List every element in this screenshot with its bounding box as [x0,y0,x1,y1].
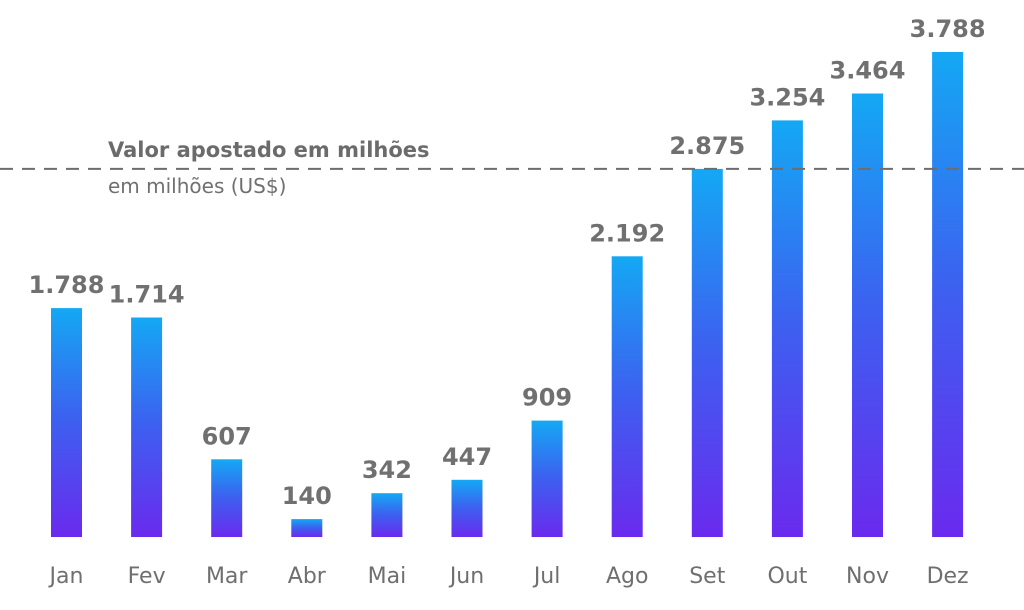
bars-group [51,52,964,538]
x-tick-label-ago: Ago [606,564,648,589]
data-label-ago: 2.192 [589,219,665,247]
x-tick-label-abr: Abr [288,564,327,589]
bar-jan [51,308,82,537]
data-label-dez: 3.788 [910,15,986,43]
x-tick-label-nov: Nov [846,564,889,589]
x-tick-label-out: Out [767,564,807,589]
data-label-out: 3.254 [749,83,825,111]
data-label-mar: 607 [202,422,252,450]
bar-mai [371,493,403,537]
bar-dez [932,52,964,537]
bar-jun [451,479,483,537]
data-label-jun: 447 [442,443,492,471]
reference-line-label: Valor apostado em milhões [108,138,430,162]
bar-abr [291,519,323,537]
x-tick-label-mai: Mai [368,564,407,589]
x-tick-label-fev: Fev [128,564,166,589]
bar-jul [531,420,563,537]
bar-nov [852,93,883,537]
data-label-mai: 342 [362,456,412,484]
x-tick-label-dez: Dez [927,564,969,589]
data-label-jul: 909 [522,384,572,412]
data-label-jan: 1.788 [29,271,105,299]
data-label-nov: 3.464 [830,57,906,85]
data-label-fev: 1.714 [109,281,185,309]
bar-mar [211,459,243,537]
x-tick-label-jun: Jun [448,564,484,589]
data-labels-group: 1.788 1.714 607 140 342 447 909 2.192 2.8753.254… [29,15,986,510]
bar-out [771,120,803,538]
reference-line-sublabel: em milhões (US$) [108,174,286,198]
x-tick-label-mar: Mar [206,564,248,589]
x-tick-label-jul: Jul [532,564,561,589]
bar-ago [611,256,643,537]
bar-fev [131,317,163,537]
bar-set [691,168,723,537]
data-label-abr: 140 [282,482,332,510]
x-axis-tick-labels: Jan Fev Mar Abr Mai Jun Jul Ago Set Out Nov Dez [48,564,969,589]
x-tick-label-jan: Jan [48,564,84,589]
x-tick-label-set: Set [689,564,726,589]
data-label-set: 2.875 [669,132,745,160]
